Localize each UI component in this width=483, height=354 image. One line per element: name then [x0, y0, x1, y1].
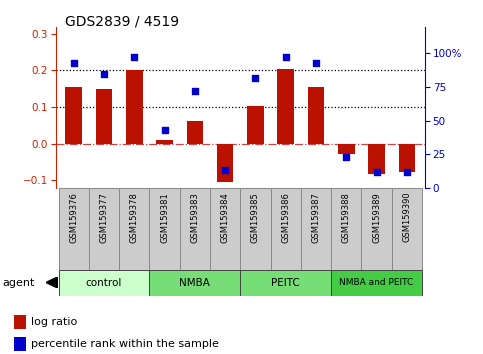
FancyBboxPatch shape [149, 188, 180, 271]
Polygon shape [46, 277, 58, 288]
Point [312, 60, 320, 65]
Text: GSM159387: GSM159387 [312, 192, 321, 242]
Bar [338, 144, 355, 154]
Point [191, 88, 199, 94]
Text: GSM159390: GSM159390 [402, 192, 412, 242]
Bar [308, 87, 325, 144]
FancyBboxPatch shape [331, 270, 422, 296]
Point [130, 55, 138, 60]
FancyBboxPatch shape [58, 188, 89, 271]
Bar [65, 87, 82, 144]
Point [221, 167, 229, 173]
Point [252, 75, 259, 80]
Point [373, 169, 381, 175]
Text: log ratio: log ratio [30, 317, 77, 327]
Text: GSM159386: GSM159386 [281, 192, 290, 242]
Text: agent: agent [2, 278, 35, 288]
Bar [14, 315, 26, 329]
Point [403, 169, 411, 175]
Bar [186, 121, 203, 144]
Bar [14, 337, 26, 350]
FancyBboxPatch shape [392, 188, 422, 271]
Text: NMBA and PEITC: NMBA and PEITC [340, 278, 414, 287]
FancyBboxPatch shape [149, 270, 241, 296]
Bar [277, 69, 294, 144]
Bar [126, 70, 142, 144]
Point [100, 71, 108, 76]
FancyBboxPatch shape [331, 188, 361, 271]
FancyBboxPatch shape [180, 188, 210, 271]
Bar [398, 144, 415, 172]
Point [342, 154, 350, 160]
Text: GSM159388: GSM159388 [342, 192, 351, 242]
Text: percentile rank within the sample: percentile rank within the sample [30, 339, 218, 349]
Text: GSM159378: GSM159378 [130, 192, 139, 242]
FancyBboxPatch shape [119, 188, 149, 271]
Text: PEITC: PEITC [271, 278, 300, 288]
FancyBboxPatch shape [210, 188, 241, 271]
Bar [96, 89, 113, 144]
Text: control: control [86, 278, 122, 288]
FancyBboxPatch shape [89, 188, 119, 271]
FancyBboxPatch shape [301, 188, 331, 271]
Text: GDS2839 / 4519: GDS2839 / 4519 [65, 14, 179, 28]
Text: GSM159383: GSM159383 [190, 192, 199, 242]
Text: GSM159389: GSM159389 [372, 192, 381, 242]
Text: GSM159377: GSM159377 [99, 192, 109, 242]
Text: GSM159384: GSM159384 [221, 192, 229, 242]
Bar [156, 140, 173, 144]
Point [161, 127, 169, 133]
FancyBboxPatch shape [361, 188, 392, 271]
FancyBboxPatch shape [58, 270, 149, 296]
Text: GSM159376: GSM159376 [69, 192, 78, 242]
Point [282, 55, 290, 60]
Bar [217, 144, 233, 182]
Text: NMBA: NMBA [179, 278, 210, 288]
Point [70, 60, 78, 65]
FancyBboxPatch shape [241, 188, 270, 271]
FancyBboxPatch shape [270, 188, 301, 271]
Bar [368, 144, 385, 174]
FancyBboxPatch shape [241, 270, 331, 296]
Text: GSM159385: GSM159385 [251, 192, 260, 242]
Bar [247, 106, 264, 144]
Text: GSM159381: GSM159381 [160, 192, 169, 242]
